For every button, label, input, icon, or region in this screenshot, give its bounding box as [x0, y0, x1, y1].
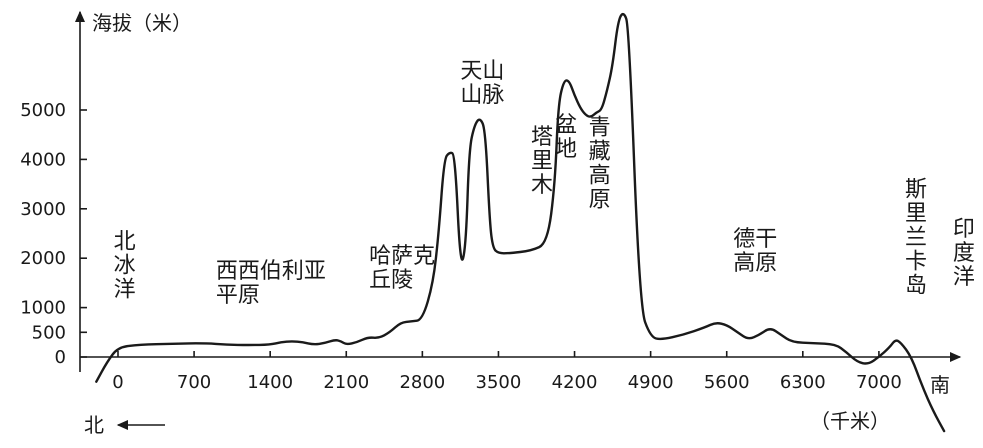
- x-tick-label: 2800: [399, 372, 445, 393]
- y-tick-label: 5000: [20, 100, 66, 121]
- region-label: 印度洋: [953, 217, 975, 290]
- region-label-char: 北: [114, 229, 136, 254]
- region-label-line: 哈萨克: [369, 244, 435, 269]
- x-axis-unit-label: （千米）: [810, 409, 890, 433]
- x-tick-label: 4200: [552, 372, 598, 393]
- region-label-char: 兰: [905, 225, 927, 250]
- y-axis-title: 海拔（米）: [92, 11, 192, 35]
- region-label-char: 度: [953, 241, 975, 266]
- south-direction-label: 南: [930, 373, 950, 397]
- x-tick-label: 4900: [628, 372, 674, 393]
- axes: [74, 10, 962, 431]
- region-label-line: 德干: [733, 227, 777, 252]
- region-label-char: 洋: [114, 277, 136, 302]
- y-tick-label: 1000: [20, 298, 66, 319]
- region-label-char: 斯: [905, 177, 927, 202]
- region-label-char: 木: [531, 173, 553, 198]
- region-label-line: 高原: [733, 251, 777, 276]
- y-tick-label: 4000: [20, 149, 66, 170]
- region-label-line: 山脉: [460, 83, 504, 108]
- region-label-char: 冰: [114, 253, 136, 278]
- region-label-line: 天山: [460, 59, 504, 84]
- x-tick-label: 700: [177, 372, 211, 393]
- x-tick-label: 6300: [780, 372, 826, 393]
- profile-series: [95, 12, 946, 433]
- region-label-char: 岛: [905, 273, 927, 298]
- region-label-line: 西西伯利亚: [216, 259, 326, 284]
- region-label-char: 原: [589, 188, 611, 213]
- region-label-char: 地: [555, 137, 577, 162]
- y-tick-label: 2000: [20, 248, 66, 269]
- x-tick-label: 5600: [704, 372, 750, 393]
- x-tick-label: 7000: [856, 372, 902, 393]
- region-label-char: 洋: [953, 265, 975, 290]
- x-tick-label: 3500: [476, 372, 522, 393]
- region-label-char: 盆: [555, 113, 577, 138]
- region-label-char: 高: [589, 164, 611, 189]
- region-label-char: 里: [905, 201, 927, 226]
- region-label: 北冰洋: [114, 229, 136, 302]
- region-label-char: 藏: [589, 140, 611, 165]
- region-label-char: 印: [953, 217, 975, 242]
- north-direction-label: 北: [84, 413, 104, 437]
- x-tick-label: 0: [112, 372, 123, 393]
- axis-titles: 海拔（米） （千米） 南 北: [84, 11, 950, 437]
- y-tick-label: 500: [32, 322, 66, 343]
- elevation-profile-line: [95, 12, 946, 433]
- region-label-char: 里: [531, 149, 553, 174]
- region-label-char: 青: [589, 116, 611, 141]
- region-label-char: 卡: [905, 249, 927, 274]
- x-tick-label: 2100: [323, 372, 369, 393]
- x-tick-label: 1400: [247, 372, 293, 393]
- y-tick-label: 3000: [20, 199, 66, 220]
- region-label-line: 丘陵: [369, 268, 413, 293]
- y-tick-label: 0: [55, 347, 66, 368]
- region-label-char: 塔: [531, 125, 553, 150]
- region-label-line: 平原: [216, 283, 260, 308]
